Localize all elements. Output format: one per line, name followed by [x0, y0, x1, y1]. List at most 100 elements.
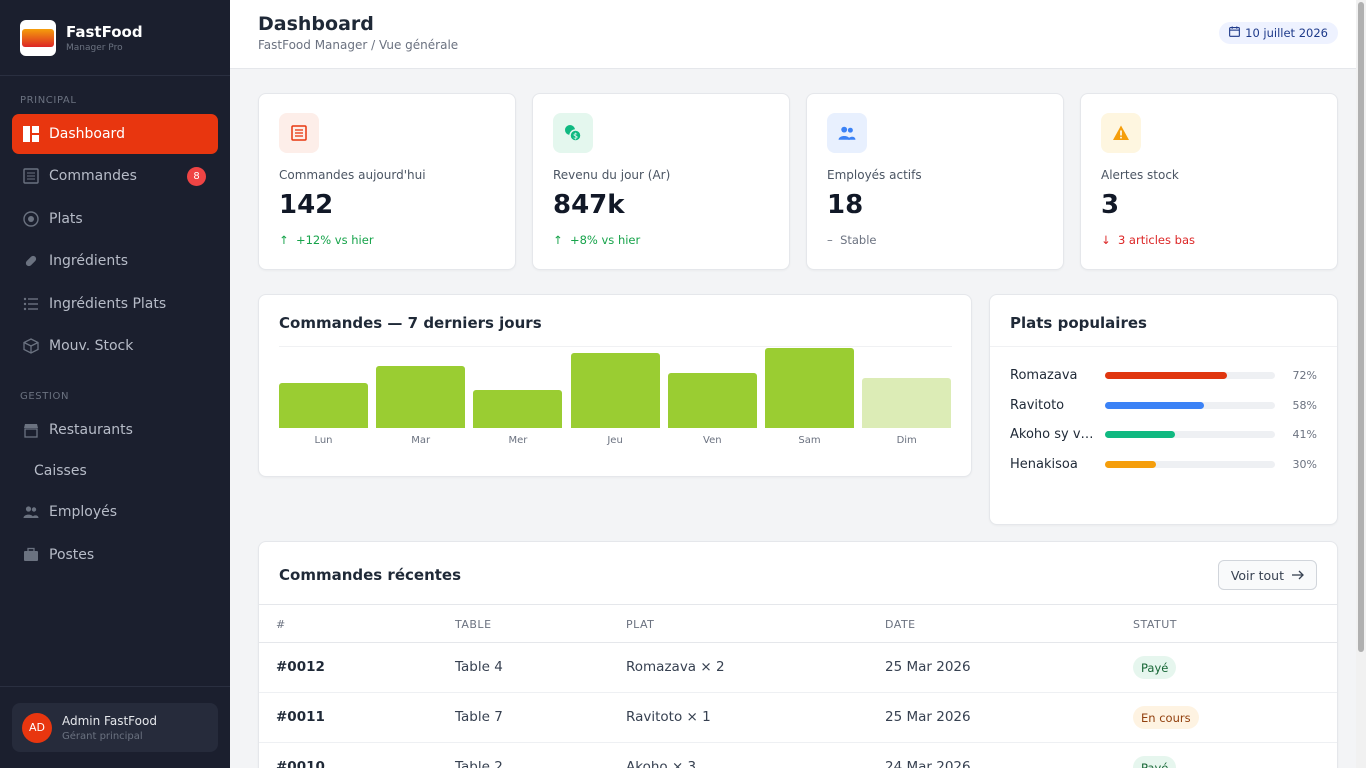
sidebar-item-label: Plats [49, 211, 83, 227]
brand-subtitle: Manager Pro [66, 42, 123, 53]
order-table: Table 7 [455, 709, 503, 725]
popular-dish-row: Romazava 72% [1010, 366, 1317, 386]
table-row[interactable]: #0011 Table 7 Ravitoto × 1 25 Mar 2026 En co… [259, 693, 1337, 743]
popularity-percent: 58% [1292, 398, 1317, 412]
chart-tick-label: Ven [703, 435, 722, 446]
recent-orders-card: Commandes récentes Voir tout # TABLE PLA… [258, 541, 1338, 768]
popularity-percent: 41% [1292, 428, 1317, 441]
view-all-label: Voir tout [1230, 567, 1284, 583]
order-table: Table 2 [455, 759, 503, 768]
popular-dish-row: Ravitoto 58% [1010, 396, 1317, 416]
table-header: # TABLE PLAT DATE STATUT [259, 604, 1337, 643]
date-text: 10 juillet 2026 [1245, 26, 1328, 40]
popularity-fill [1105, 431, 1175, 438]
view-all-button[interactable]: Voir tout [1217, 560, 1317, 590]
orders-icon [22, 167, 40, 185]
avatar: AD [22, 712, 52, 743]
column-header: PLAT [626, 618, 655, 631]
stat-trend: ↑ +8% vs hier [553, 233, 640, 247]
user-card[interactable]: AD Admin FastFood Gérant principal [12, 703, 218, 752]
stat-value: 18 [827, 190, 864, 220]
sidebar-item-employes[interactable]: Employés [12, 492, 218, 532]
chart-bar[interactable] [473, 390, 563, 428]
table-row[interactable]: #0012 Table 4 Romazava × 2 25 Mar 2026 Payé [259, 643, 1337, 693]
popular-dishes-card: Plats populaires Romazava 72% Ravitoto 58% A… [989, 294, 1338, 525]
sidebar-item-ingredients-plats[interactable]: Ingrédients Plats [12, 284, 218, 324]
order-id[interactable]: #0012 [276, 659, 325, 675]
chart-title: Commandes — 7 derniers jours [279, 314, 542, 332]
user-name: Admin FastFood [62, 713, 157, 728]
chart-tick-label: Lun [314, 435, 333, 446]
stat-card-employes: Employés actifs 18 – Stable [806, 93, 1064, 270]
column-header: DATE [885, 618, 916, 631]
order-id[interactable]: #0011 [276, 709, 325, 725]
sidebar-item-label: Ingrédients [49, 253, 128, 269]
trend-down-icon: ↓ [1101, 233, 1111, 247]
brand-name: FastFood [66, 22, 143, 41]
stat-value: 847k [553, 190, 625, 220]
dish-name: Henakisoa [1010, 456, 1078, 472]
warning-icon [1101, 113, 1141, 153]
sidebar-item-label: Employés [49, 504, 118, 520]
stat-trend-text: 3 articles bas [1117, 233, 1195, 247]
chart-tick-label: Mer [508, 435, 528, 446]
orders-chart-card: Commandes — 7 derniers jours Lun Mar Mer Je… [258, 294, 972, 477]
arrow-right-icon [1292, 568, 1304, 583]
order-table: Table 4 [455, 659, 503, 675]
order-date: 24 Mar 2026 [885, 759, 971, 768]
sidebar-item-plats[interactable]: Plats [12, 199, 218, 239]
calendar-icon [1229, 26, 1241, 40]
svg-text:$: $ [573, 132, 578, 141]
chart-bar[interactable] [376, 366, 466, 428]
dish-icon [22, 210, 40, 228]
sidebar-item-mouv-stock[interactable]: Mouv. Stock [12, 326, 218, 366]
chart-bar[interactable] [279, 383, 368, 428]
order-id[interactable]: #0010 [276, 759, 325, 768]
sidebar-item-restaurants[interactable]: Restaurants [12, 410, 218, 450]
popularity-bar [1105, 460, 1275, 468]
recent-title: Commandes récentes [279, 566, 462, 584]
column-header: TABLE [455, 618, 492, 631]
stat-label: Alertes stock [1101, 168, 1179, 182]
box-icon [22, 337, 40, 355]
chart-bar[interactable] [765, 348, 854, 428]
stat-trend: ↓ 3 articles bas [1101, 233, 1195, 247]
popularity-percent: 72% [1292, 369, 1317, 382]
sidebar-item-label: Caisses [34, 463, 87, 479]
dish-name: Ravitoto [1010, 397, 1065, 413]
sidebar-item-dashboard[interactable]: Dashboard [12, 114, 218, 154]
status-badge: Payé [1133, 756, 1177, 768]
column-header: STATUT [1133, 618, 1178, 631]
sidebar-item-label: Dashboard [49, 126, 125, 142]
sidebar-item-ingredients[interactable]: Ingrédients [12, 241, 218, 281]
chart-bar[interactable] [570, 353, 660, 428]
stat-card-revenu: $ Revenu du jour (Ar) 847k ↑ +8% vs hier [532, 93, 790, 270]
order-plat: Ravitoto × 1 [626, 709, 711, 725]
brand[interactable]: FastFood Manager Pro [0, 0, 230, 76]
chart-bar[interactable] [667, 373, 757, 428]
sidebar-item-caisses[interactable]: Caisses [12, 451, 218, 491]
popular-dish-row: Akoho sy voanio 41% [1010, 425, 1317, 445]
popular-title: Plats populaires [1010, 314, 1147, 332]
sidebar-item-label: Ingrédients Plats [49, 296, 167, 312]
sidebar-item-commandes[interactable]: Commandes 8 [12, 156, 218, 196]
popularity-fill [1105, 401, 1204, 409]
popularity-percent: 30% [1292, 457, 1317, 471]
stat-trend: ↑ +12% vs hier [279, 233, 374, 247]
sidebar-item-label: Restaurants [49, 422, 133, 438]
stat-label: Employés actifs [827, 168, 922, 182]
page-scrollbar[interactable] [1356, 0, 1366, 768]
chart-tick-label: Jeu [607, 435, 623, 446]
date-pill[interactable]: 10 juillet 2026 [1219, 22, 1338, 44]
status-badge: Payé [1133, 656, 1177, 679]
order-date: 25 Mar 2026 [885, 659, 971, 675]
page-title: Dashboard [258, 13, 374, 35]
sidebar-item-postes[interactable]: Postes [12, 535, 218, 575]
chart-bar[interactable] [862, 378, 952, 428]
dashboard-icon [22, 125, 40, 143]
table-row[interactable]: #0010 Table 2 Akoho × 3 24 Mar 2026 Payé [259, 743, 1337, 768]
scrollbar-thumb[interactable] [1358, 2, 1364, 652]
stat-trend-text: +12% vs hier [295, 233, 374, 247]
popularity-fill [1105, 460, 1156, 468]
stat-label: Commandes aujourd'hui [279, 168, 426, 182]
